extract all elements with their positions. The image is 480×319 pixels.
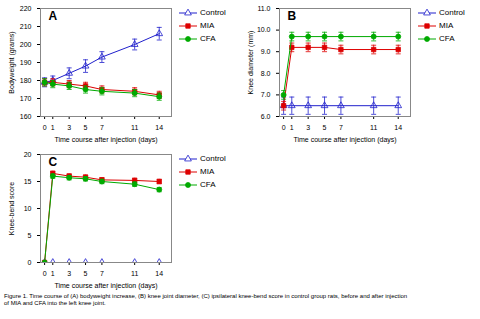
svg-text:170: 170 — [20, 95, 32, 102]
svg-text:1: 1 — [290, 124, 294, 131]
html-text:Control: Control — [439, 8, 465, 17]
svg-text:7.0: 7.0 — [261, 91, 271, 98]
svg-text:7: 7 — [100, 270, 104, 277]
html-text:Control: Control — [200, 154, 226, 163]
html-text:Figure 1. Time course of (A) b: Figure 1. Time course of (A) bodyweight … — [4, 293, 408, 307]
html-text:CFA: CFA — [200, 180, 216, 189]
svg-text:11.0: 11.0 — [257, 5, 270, 12]
svg-text:3: 3 — [67, 124, 71, 131]
svg-text:160: 160 — [20, 113, 32, 120]
svg-text:Bodyweight (grams): Bodyweight (grams) — [8, 31, 16, 93]
svg-text:10: 10 — [24, 205, 32, 212]
html-text:CFA: CFA — [200, 34, 216, 43]
svg-text:20: 20 — [24, 151, 32, 158]
svg-text:5: 5 — [323, 124, 327, 131]
svg-text:10.0: 10.0 — [257, 26, 271, 33]
svg-text:A: A — [49, 9, 58, 23]
svg-text:15: 15 — [24, 178, 32, 185]
html-text:Control: Control — [200, 8, 226, 17]
svg-text:11: 11 — [131, 124, 138, 131]
svg-text:5: 5 — [84, 124, 88, 131]
svg-text:Knee-bend score: Knee-bend score — [8, 182, 15, 235]
svg-text:Time course after injection (d: Time course after injection (days) — [54, 136, 157, 144]
svg-text:6.0: 6.0 — [261, 113, 271, 120]
svg-text:1: 1 — [51, 124, 55, 131]
svg-text:5: 5 — [84, 270, 88, 277]
svg-text:5: 5 — [28, 232, 32, 239]
svg-text:14: 14 — [155, 124, 163, 131]
svg-text:7: 7 — [339, 124, 343, 131]
svg-text:7: 7 — [100, 124, 104, 131]
svg-text:200: 200 — [20, 41, 32, 48]
svg-text:Knee diameter (mm): Knee diameter (mm) — [247, 31, 255, 95]
svg-text:1: 1 — [51, 270, 55, 277]
svg-text:180: 180 — [20, 77, 32, 84]
svg-text:3: 3 — [306, 124, 310, 131]
html-text:MIA: MIA — [200, 167, 215, 176]
svg-text:9.0: 9.0 — [261, 48, 271, 55]
svg-text:Time course after injection (d: Time course after injection (days) — [54, 282, 157, 290]
svg-text:C: C — [49, 155, 58, 169]
svg-text:11: 11 — [370, 124, 377, 131]
svg-text:0: 0 — [43, 124, 47, 131]
svg-text:210: 210 — [20, 23, 32, 30]
svg-text:0: 0 — [43, 270, 47, 277]
svg-text:14: 14 — [155, 270, 163, 277]
svg-text:11: 11 — [131, 270, 138, 277]
svg-text:14: 14 — [394, 124, 402, 131]
svg-text:0: 0 — [28, 259, 32, 266]
html-text:MIA: MIA — [200, 21, 215, 30]
svg-text:B: B — [288, 9, 297, 23]
svg-text:190: 190 — [20, 59, 32, 66]
html-text:CFA: CFA — [439, 34, 455, 43]
svg-text:0: 0 — [282, 124, 286, 131]
svg-text:Time course after injection (d: Time course after injection (days) — [293, 136, 396, 144]
svg-text:8.0: 8.0 — [261, 70, 271, 77]
svg-text:220: 220 — [20, 5, 32, 12]
svg-text:3: 3 — [67, 270, 71, 277]
html-text:MIA: MIA — [439, 21, 454, 30]
